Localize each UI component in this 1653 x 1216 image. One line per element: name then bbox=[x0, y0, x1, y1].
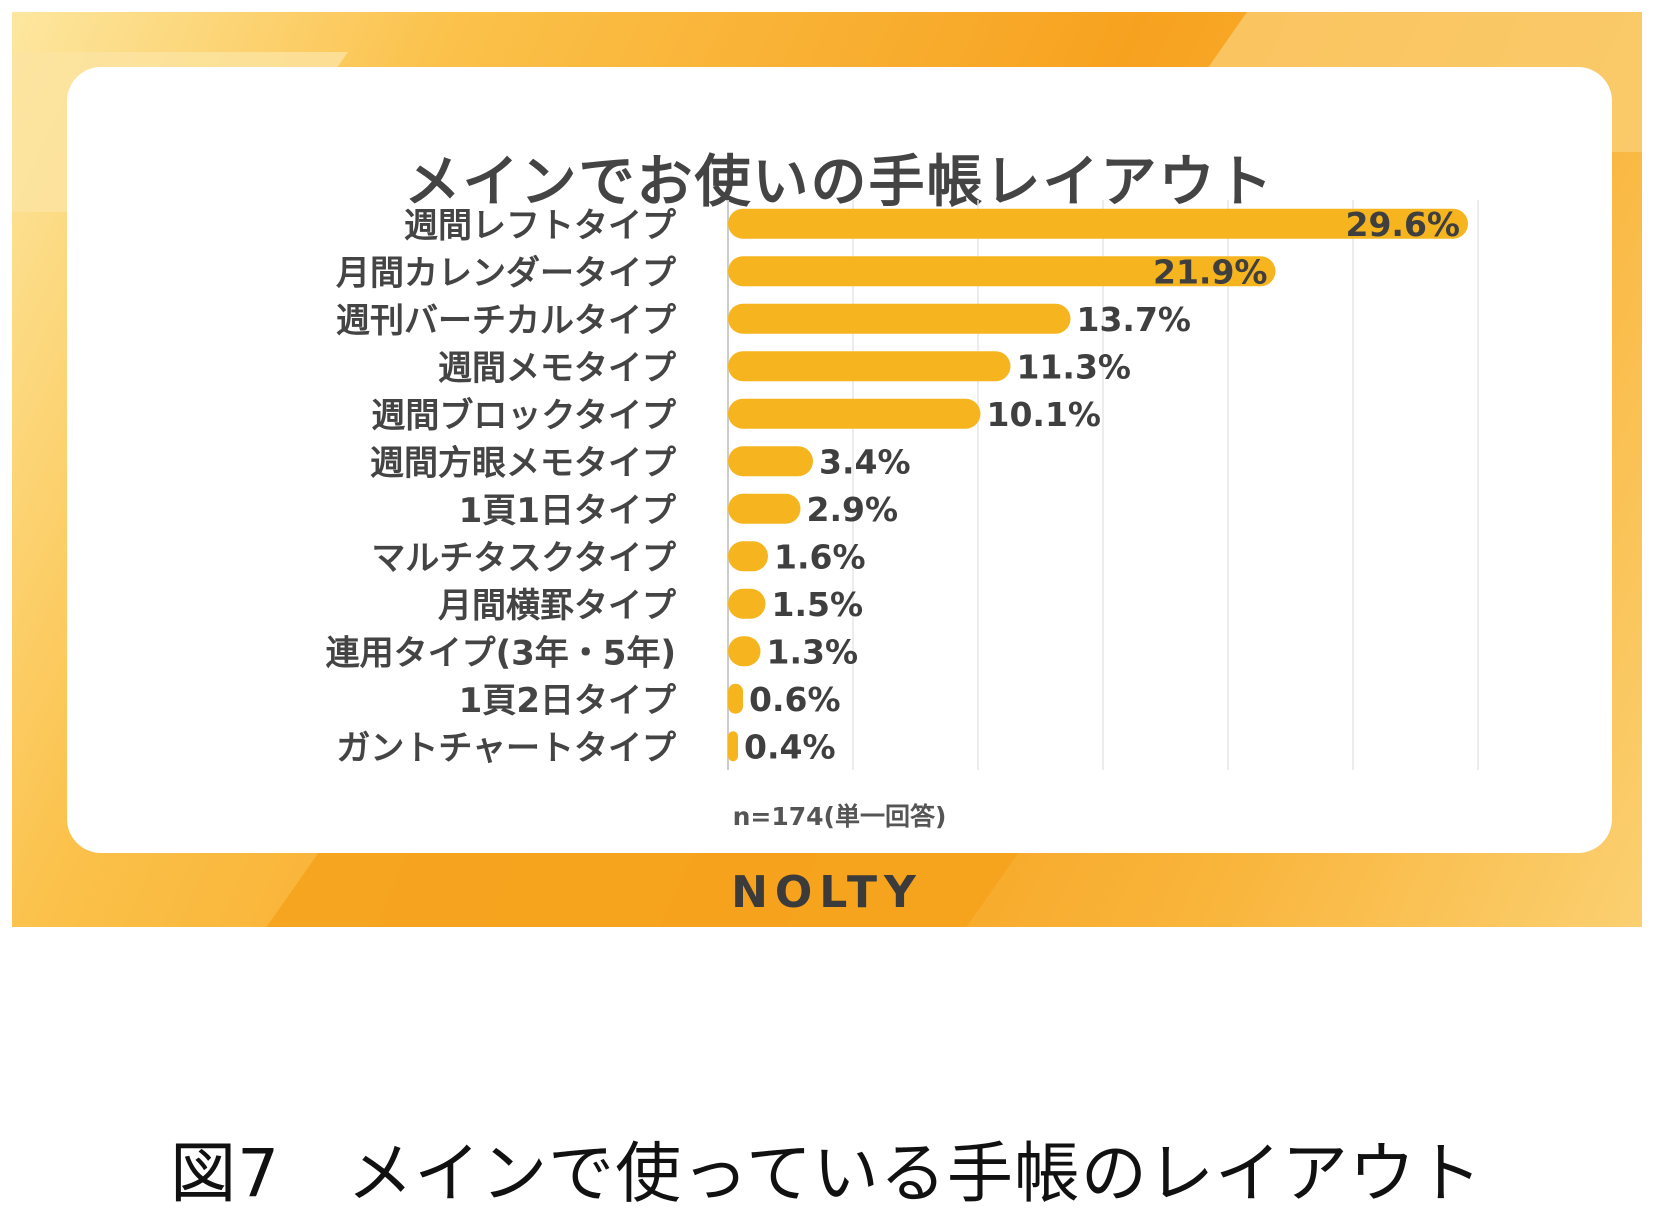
bar bbox=[728, 398, 981, 429]
data-label: 13.7% bbox=[1077, 300, 1192, 339]
bar bbox=[728, 541, 768, 572]
bar bbox=[728, 683, 743, 714]
data-label: 1.5% bbox=[772, 585, 864, 624]
data-label: 0.4% bbox=[744, 727, 836, 766]
bar bbox=[728, 351, 1011, 382]
data-label: 1.3% bbox=[767, 632, 859, 671]
data-label: 1.6% bbox=[774, 537, 866, 576]
chart-card: メインでお使いの手帳レイアウト n=174(単一回答) bbox=[67, 67, 1612, 853]
bar bbox=[728, 636, 761, 667]
category-label: 週間方眼メモタイプ bbox=[370, 443, 676, 483]
bar bbox=[728, 446, 813, 477]
chart-banner: メインでお使いの手帳レイアウト n=174(単一回答) NOLTY bbox=[12, 12, 1642, 927]
category-label: 月間カレンダータイプ bbox=[336, 253, 676, 293]
data-label: 2.9% bbox=[807, 490, 899, 529]
category-label: マルチタスクタイプ bbox=[371, 538, 676, 578]
data-label: 11.3% bbox=[1017, 347, 1132, 386]
bar bbox=[728, 493, 801, 524]
category-label: 週刊バーチカルタイプ bbox=[336, 301, 676, 341]
bar bbox=[728, 303, 1071, 334]
bar bbox=[728, 208, 1468, 239]
category-label: 連用タイプ(3年・5年) bbox=[326, 633, 676, 673]
category-label: 1頁2日タイプ bbox=[459, 681, 676, 721]
data-label: 3.4% bbox=[819, 442, 911, 481]
nolty-logo: NOLTY bbox=[731, 867, 923, 918]
chart-title: メインでお使いの手帳レイアウト bbox=[404, 150, 1275, 215]
figure-caption: 図7 メインで使っている手帳のレイアウト bbox=[170, 1135, 1483, 1212]
category-label: 週間ブロックタイプ bbox=[371, 396, 676, 436]
category-label: 月間横罫タイプ bbox=[438, 586, 676, 626]
category-label: ガントチャートタイプ bbox=[336, 728, 676, 768]
data-label: 0.6% bbox=[749, 680, 841, 719]
bar bbox=[728, 256, 1276, 287]
category-label: 1頁1日タイプ bbox=[459, 491, 676, 531]
bar bbox=[728, 588, 766, 619]
category-label: 週間レフトタイプ bbox=[404, 206, 676, 246]
data-label: 29.6% bbox=[1346, 205, 1461, 244]
data-label: 10.1% bbox=[987, 395, 1102, 434]
data-label: 21.9% bbox=[1153, 252, 1268, 291]
sample-note: n=174(単一回答) bbox=[732, 802, 947, 831]
category-label: 週間メモタイプ bbox=[438, 348, 676, 388]
bar bbox=[728, 731, 738, 762]
